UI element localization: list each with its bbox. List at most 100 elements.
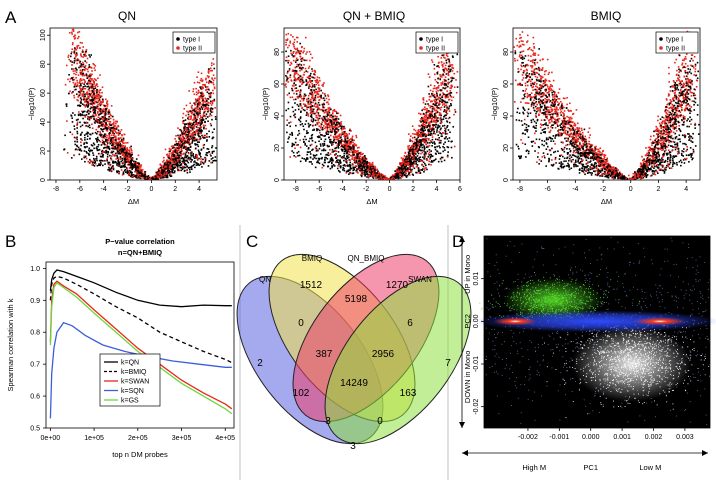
type-i-point [130, 145, 132, 148]
type-ii-point [103, 150, 105, 153]
type-ii-point [197, 108, 199, 111]
type-ii-point [115, 148, 118, 151]
type-ii-point [84, 51, 87, 54]
type-i-point [117, 170, 120, 172]
type-ii-point [71, 64, 73, 66]
type-i-point [107, 151, 110, 153]
type-i-point [117, 159, 120, 161]
type-ii-point [199, 110, 202, 113]
type-i-point [182, 142, 184, 145]
type-ii-point [147, 176, 150, 178]
type-ii-point [94, 85, 97, 88]
type-ii-point [317, 119, 319, 122]
type-ii-point [180, 148, 183, 151]
type-i-point [115, 128, 118, 130]
type-i-point [209, 113, 212, 115]
type-ii-point [136, 169, 138, 171]
type-ii-point [402, 157, 404, 160]
type-i-point [110, 139, 113, 141]
type-ii-point [77, 96, 80, 98]
type-i-point [327, 126, 329, 129]
type-ii-point [111, 140, 113, 142]
type-ii-point [198, 132, 201, 135]
type-i-point [295, 124, 297, 127]
type-i-point [95, 155, 98, 158]
type-ii-point [456, 70, 459, 73]
type-i-point [79, 113, 82, 115]
type-ii-point [432, 90, 434, 93]
type-i-point [195, 112, 198, 114]
type-i-point [200, 131, 203, 133]
type-ii-point [94, 94, 96, 97]
type-i-point [93, 97, 96, 99]
type-ii-point [183, 107, 186, 110]
type-i-point [94, 160, 96, 163]
type-i-point [181, 144, 184, 146]
type-ii-point [194, 107, 197, 109]
type-i-point [94, 87, 97, 89]
type-i-point [437, 124, 439, 127]
type-ii-point [123, 152, 125, 155]
type-i-point [97, 130, 99, 133]
type-i-point [89, 110, 92, 113]
type-ii-point [200, 158, 202, 160]
type-ii-point [439, 107, 441, 109]
type-ii-point [124, 145, 127, 148]
type-ii-point [351, 135, 354, 138]
type-ii-point [194, 103, 196, 106]
type-i-point [117, 160, 119, 162]
type-i-point [85, 133, 88, 135]
type-ii-point [166, 159, 169, 161]
type-i-point [343, 150, 346, 153]
type-ii-point [138, 166, 141, 169]
type-i-point [175, 158, 177, 161]
type-i-point [190, 155, 193, 157]
type-i-point [296, 59, 299, 62]
type-ii-point [195, 103, 197, 105]
type-i-point [176, 154, 179, 156]
type-ii-point [450, 99, 453, 102]
type-ii-point [93, 115, 96, 118]
type-i-point [92, 142, 95, 145]
type-ii-point [168, 168, 171, 170]
type-i-point [128, 164, 130, 166]
type-i-point [98, 159, 101, 162]
type-ii-point [106, 158, 108, 160]
type-ii-point [111, 150, 113, 153]
type-ii-point [196, 124, 199, 126]
type-i-point [74, 47, 76, 49]
type-ii-point [202, 106, 205, 108]
type-ii-point [411, 137, 414, 139]
type-i-point [103, 120, 106, 122]
type-i-point [180, 163, 183, 165]
type-i-point [198, 129, 200, 131]
type-i-point [64, 134, 66, 137]
type-i-point [299, 116, 302, 118]
type-i-point [322, 106, 325, 109]
type-i-point [135, 158, 138, 160]
type-ii-point [182, 112, 185, 115]
type-ii-point [128, 173, 130, 175]
type-ii-point [81, 74, 84, 76]
type-ii-point [115, 144, 118, 147]
type-i-point [96, 164, 99, 167]
type-i-point [206, 91, 209, 93]
type-i-point [165, 176, 167, 179]
type-i-point [90, 115, 93, 118]
type-i-point [130, 155, 132, 158]
type-i-point [349, 161, 352, 164]
type-ii-point [73, 89, 76, 91]
type-i-point [112, 160, 114, 163]
type-ii-point [98, 94, 101, 97]
type-i-point [101, 110, 103, 112]
type-i-point [311, 110, 314, 113]
y-tick-label: 20 [40, 147, 47, 155]
type-i-point [90, 54, 92, 56]
type-i-point [198, 129, 201, 132]
type-ii-point [111, 132, 114, 135]
type-ii-point [78, 87, 81, 89]
type-i-point [124, 168, 127, 171]
type-ii-point [101, 139, 104, 142]
type-ii-point [192, 139, 195, 142]
type-ii-point [113, 136, 116, 139]
